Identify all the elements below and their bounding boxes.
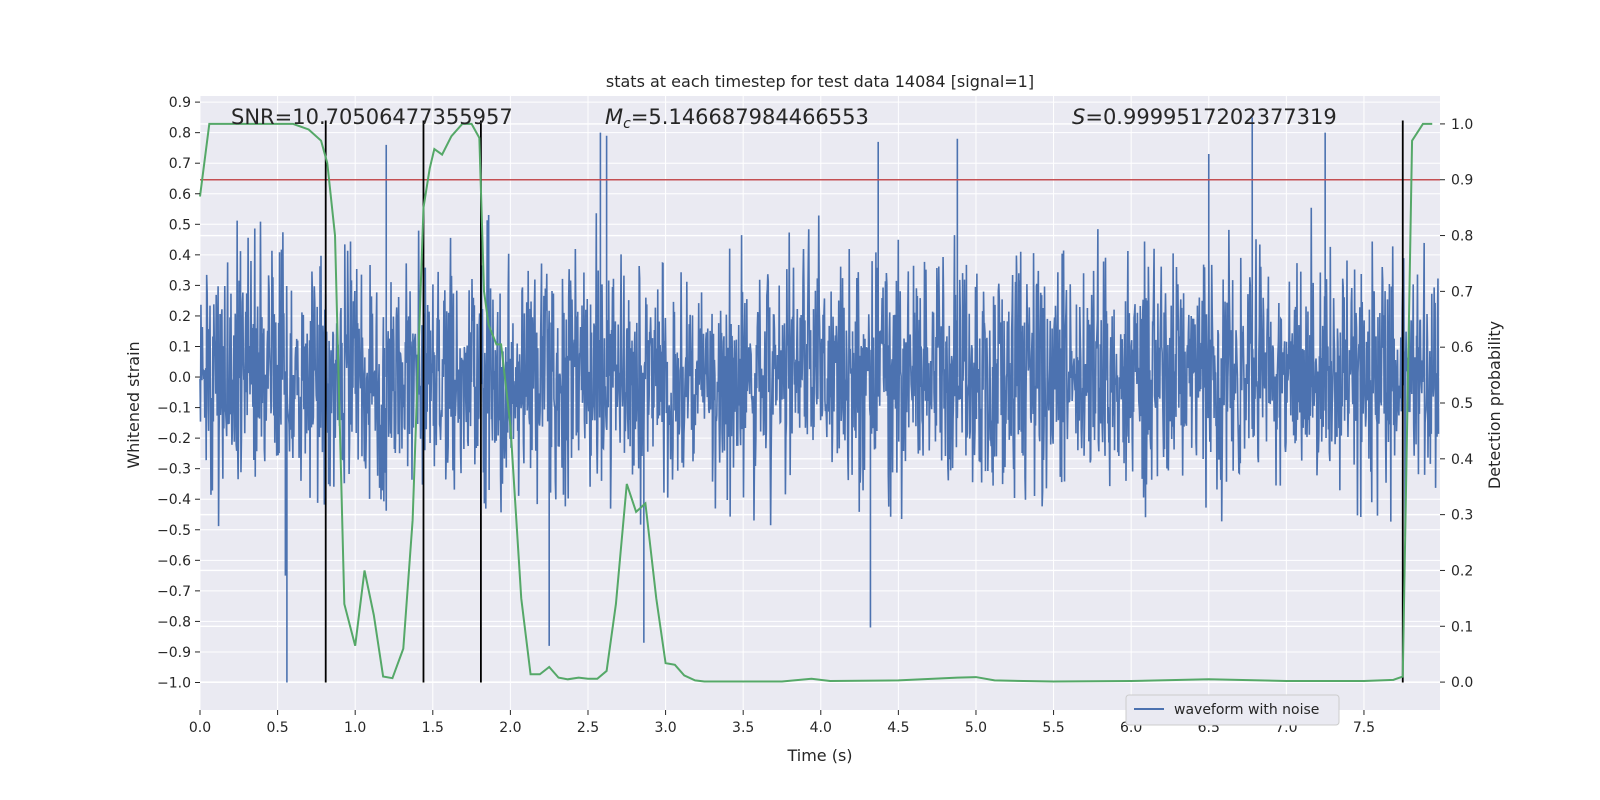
right-tick-label: 0.8 — [1451, 229, 1473, 245]
left-tick-label: 0.9 — [169, 95, 191, 111]
legend-label: waveform with noise — [1174, 702, 1319, 718]
chirp-mass-subscript: c — [623, 116, 631, 132]
left-tick-label: 0.5 — [169, 217, 191, 233]
waveform-series — [199, 117, 1440, 683]
score-value: =0.9999517202377319 — [1085, 105, 1336, 129]
left-tick-label: 0.1 — [169, 339, 191, 355]
x-tick-label: 1.0 — [344, 720, 366, 736]
left-tick-label: −0.3 — [157, 462, 191, 478]
x-tick-label: 2.5 — [577, 720, 599, 736]
right-tick-label: 0.2 — [1451, 563, 1473, 579]
snr-annotation: SNR=10.70506477355957 — [231, 105, 513, 129]
legend: waveform with noise — [1125, 694, 1340, 726]
x-tick-label: 0.5 — [266, 720, 288, 736]
right-tick-label: 0.0 — [1451, 675, 1473, 691]
right-tick-label: 0.7 — [1451, 284, 1473, 300]
left-axis-ticks: 0.9 0.8 0.7 0.6 0.5 0.4 0.3 0.2 0.1 0.0 −0.1 −0.2 −0… — [157, 95, 200, 692]
right-tick-label: 1.0 — [1451, 117, 1473, 133]
x-tick-label: 4.0 — [810, 720, 832, 736]
left-tick-label: 0.4 — [169, 248, 191, 264]
left-tick-label: 0.0 — [169, 370, 191, 386]
chart-title: stats at each timestep for test data 140… — [606, 72, 1034, 91]
left-tick-label: 0.2 — [169, 309, 191, 325]
right-axis-label: Detection probability — [1485, 321, 1504, 489]
right-tick-label: 0.3 — [1451, 508, 1473, 524]
x-tick-label: 2.0 — [499, 720, 521, 736]
x-tick-label: 3.5 — [732, 720, 754, 736]
left-tick-label: −0.4 — [157, 492, 191, 508]
x-tick-label: 4.5 — [887, 720, 909, 736]
left-tick-label: 0.7 — [169, 156, 191, 172]
score-symbol: S — [1072, 105, 1085, 129]
right-tick-label: 0.6 — [1451, 340, 1473, 356]
left-tick-label: −0.2 — [157, 431, 191, 447]
right-tick-label: 0.5 — [1451, 396, 1473, 412]
left-tick-label: −0.8 — [157, 614, 191, 630]
left-tick-label: −0.7 — [157, 584, 191, 600]
x-tick-label: 7.5 — [1353, 720, 1375, 736]
chirp-mass-annotation: Mc=5.146687984466553 — [605, 105, 869, 132]
chirp-mass-symbol: M — [605, 105, 623, 129]
left-tick-label: 0.8 — [169, 126, 191, 142]
left-axis-label: Whitened strain — [124, 341, 143, 468]
chirp-mass-value: =5.146687984466553 — [631, 105, 869, 129]
left-tick-label: 0.3 — [169, 278, 191, 294]
left-tick-label: −0.6 — [157, 553, 191, 569]
right-tick-label: 0.9 — [1451, 173, 1473, 189]
right-axis-ticks: 1.0 0.9 0.8 0.7 0.6 0.5 0.4 0.3 0.2 0.1 0.0 — [1440, 117, 1473, 691]
x-tick-label: 3.0 — [654, 720, 676, 736]
left-tick-label: 0.6 — [169, 187, 191, 203]
x-axis-label: Time (s) — [786, 746, 852, 765]
legend-box — [1125, 694, 1340, 726]
score-annotation: S=0.9999517202377319 — [1072, 105, 1337, 129]
detection-probability-line — [199, 122, 1433, 683]
left-tick-label: −0.1 — [157, 401, 191, 417]
x-tick-label: 1.5 — [422, 720, 444, 736]
left-tick-label: −1.0 — [157, 676, 191, 692]
x-tick-label: 5.5 — [1042, 720, 1064, 736]
left-tick-label: −0.9 — [157, 645, 191, 661]
right-tick-label: 0.1 — [1451, 619, 1473, 635]
right-tick-label: 0.4 — [1451, 452, 1473, 468]
left-tick-label: −0.5 — [157, 523, 191, 539]
x-tick-label: 0.0 — [189, 720, 211, 736]
waveform-path — [199, 117, 1440, 683]
x-tick-label: 5.0 — [965, 720, 987, 736]
